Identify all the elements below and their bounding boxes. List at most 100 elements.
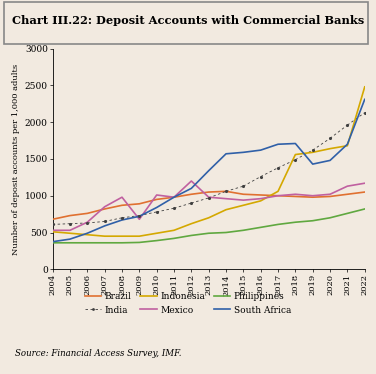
Mexico xyxy=(293,192,298,196)
South Africa xyxy=(172,195,176,199)
Brazil xyxy=(241,192,246,196)
Philippines xyxy=(241,228,246,233)
India xyxy=(328,136,332,141)
Philippines xyxy=(155,238,159,243)
Philippines xyxy=(50,240,55,245)
Philippines xyxy=(362,207,367,211)
Mexico xyxy=(206,195,211,199)
Brazil xyxy=(311,195,315,199)
Indonesia xyxy=(258,199,263,203)
Indonesia xyxy=(102,234,107,239)
Indonesia xyxy=(328,146,332,151)
Y-axis label: Number of deposit accounts per 1,000 adults: Number of deposit accounts per 1,000 adu… xyxy=(12,63,20,255)
Indonesia xyxy=(206,215,211,220)
Brazil xyxy=(155,197,159,202)
Indonesia xyxy=(276,189,280,194)
Brazil xyxy=(362,190,367,194)
Brazil xyxy=(85,211,89,216)
Indonesia xyxy=(137,234,142,239)
Mexico xyxy=(362,181,367,186)
Brazil xyxy=(102,207,107,211)
Mexico xyxy=(328,192,332,196)
South Africa xyxy=(293,141,298,146)
India xyxy=(276,166,280,170)
India xyxy=(311,148,315,152)
Mexico xyxy=(241,198,246,202)
South Africa xyxy=(85,231,89,236)
Philippines xyxy=(172,236,176,240)
Brazil xyxy=(172,195,176,199)
Line: Mexico: Mexico xyxy=(53,181,365,230)
Philippines xyxy=(311,218,315,223)
South Africa xyxy=(328,158,332,163)
India xyxy=(345,123,350,128)
Brazil xyxy=(206,190,211,194)
India xyxy=(172,206,176,211)
Mexico xyxy=(258,196,263,201)
Brazil xyxy=(68,213,72,218)
India xyxy=(155,210,159,214)
Line: Indonesia: Indonesia xyxy=(53,87,365,236)
Mexico xyxy=(85,220,89,224)
South Africa xyxy=(311,162,315,166)
India xyxy=(68,221,72,226)
Line: South Africa: South Africa xyxy=(53,99,365,242)
South Africa xyxy=(224,151,228,156)
Indonesia xyxy=(155,231,159,236)
Mexico xyxy=(224,196,228,201)
Brazil xyxy=(120,203,124,208)
Philippines xyxy=(68,240,72,245)
Brazil xyxy=(189,192,194,196)
Indonesia xyxy=(120,234,124,239)
Line: Philippines: Philippines xyxy=(53,209,365,243)
India xyxy=(258,174,263,179)
Mexico xyxy=(189,179,194,183)
Mexico xyxy=(68,228,72,233)
Mexico xyxy=(155,193,159,197)
Text: Chart III.22: Deposit Accounts with Commercial Banks: Chart III.22: Deposit Accounts with Comm… xyxy=(12,15,364,26)
Philippines xyxy=(137,240,142,245)
Philippines xyxy=(85,240,89,245)
Mexico xyxy=(311,193,315,198)
India xyxy=(85,221,89,225)
Mexico xyxy=(102,205,107,209)
Indonesia xyxy=(50,230,55,234)
South Africa xyxy=(68,237,72,241)
Philippines xyxy=(293,220,298,224)
South Africa xyxy=(241,150,246,154)
Philippines xyxy=(189,233,194,238)
India xyxy=(120,215,124,220)
South Africa xyxy=(258,148,263,152)
South Africa xyxy=(362,97,367,102)
Brazil xyxy=(328,194,332,199)
South Africa xyxy=(120,218,124,222)
India xyxy=(137,213,142,218)
Philippines xyxy=(206,231,211,236)
India xyxy=(362,110,367,115)
Indonesia xyxy=(85,233,89,237)
Mexico xyxy=(345,184,350,188)
Brazil xyxy=(345,192,350,196)
Legend: Brazil, India, Indonesia, Mexico, Philippines, South Africa: Brazil, India, Indonesia, Mexico, Philip… xyxy=(81,288,295,318)
Philippines xyxy=(224,230,228,235)
Philippines xyxy=(120,240,124,245)
India xyxy=(189,201,194,205)
South Africa xyxy=(137,214,142,218)
Mexico xyxy=(172,195,176,199)
Indonesia xyxy=(189,221,194,226)
India xyxy=(224,189,228,194)
South Africa xyxy=(155,205,159,210)
Philippines xyxy=(345,211,350,216)
Indonesia xyxy=(224,208,228,212)
South Africa xyxy=(50,239,55,244)
Indonesia xyxy=(311,150,315,154)
India xyxy=(50,222,55,227)
FancyBboxPatch shape xyxy=(4,2,368,44)
South Africa xyxy=(345,142,350,147)
Brazil xyxy=(293,194,298,199)
Philippines xyxy=(102,240,107,245)
Brazil xyxy=(50,217,55,221)
Indonesia xyxy=(68,231,72,236)
Indonesia xyxy=(241,203,246,208)
South Africa xyxy=(276,142,280,147)
